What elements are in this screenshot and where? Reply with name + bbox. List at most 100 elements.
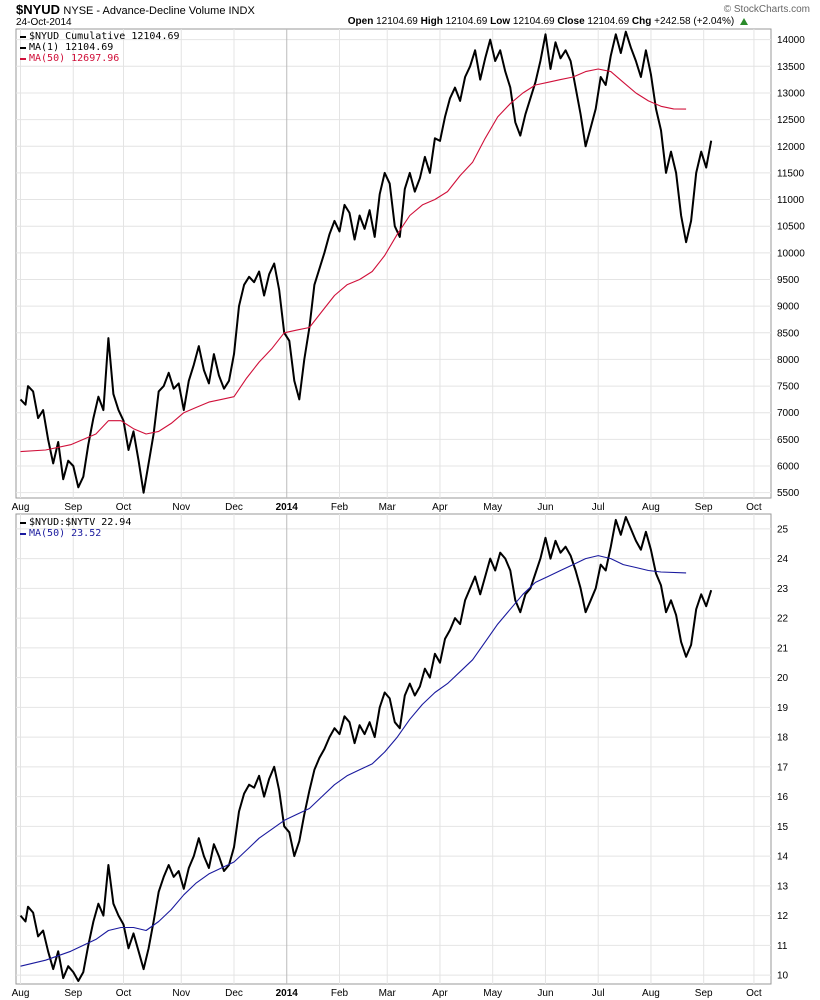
x-tick-label: Aug	[12, 988, 30, 999]
y-tick-label: 9500	[777, 275, 800, 286]
y-tick-label: 19	[777, 703, 789, 714]
chg-value: +242.58 (+2.04%)	[654, 16, 735, 27]
x-tick-label: Feb	[331, 988, 349, 999]
y-tick-label: 6500	[777, 435, 800, 446]
symbol-label: $NYUD	[16, 2, 61, 17]
chart-date: 24-Oct-2014	[16, 17, 72, 28]
x-tick-label: Sep	[695, 502, 713, 513]
y-tick-label: 5500	[777, 488, 800, 499]
legend-swatch	[20, 35, 26, 38]
series-line-price	[19, 516, 713, 982]
close-label: Close	[557, 16, 585, 27]
y-tick-label: 7500	[777, 382, 800, 393]
legend-swatch	[20, 521, 26, 524]
stockcharts-credit: © StockCharts.com	[723, 4, 810, 15]
x-tick-label: Oct	[116, 502, 132, 513]
x-tick-label: Jun	[537, 988, 553, 999]
y-tick-label: 14000	[777, 35, 805, 46]
plot-frame	[15, 513, 772, 985]
x-tick-label: 2014	[276, 988, 299, 999]
x-tick-label: Nov	[172, 502, 190, 513]
y-tick-label: 6000	[777, 462, 800, 473]
y-tick-label: 15	[777, 822, 789, 833]
y-tick-label: 14	[777, 852, 789, 863]
y-tick-label: 10500	[777, 222, 805, 233]
x-tick-label: Oct	[746, 502, 762, 513]
x-tick-label: Mar	[379, 988, 397, 999]
y-tick-label: 16	[777, 792, 789, 803]
chg-label: Chg	[631, 16, 652, 27]
y-tick-label: 12500	[777, 115, 805, 126]
low-label: Low	[490, 16, 511, 27]
y-tick-label: 22	[777, 614, 789, 625]
x-tick-label: May	[483, 502, 502, 513]
legend-label: MA(1) 12104.69	[29, 42, 114, 53]
open-value: 12104.69	[376, 16, 418, 27]
y-tick-label: 10000	[777, 248, 805, 259]
legend-label: $NYUD Cumulative 12104.69	[29, 31, 180, 42]
x-tick-label: Dec	[225, 988, 243, 999]
y-tick-label: 17	[777, 762, 789, 773]
legend-bottom: $NYUD:$NYTV 22.94 MA(50) 23.52	[20, 517, 131, 539]
y-tick-label: 13	[777, 881, 789, 892]
series-line-ma50	[20, 68, 687, 453]
y-tick-label: 8000	[777, 355, 800, 366]
x-tick-label: Jul	[592, 502, 605, 513]
y-tick-label: 25	[777, 524, 789, 535]
x-tick-label: Oct	[746, 988, 762, 999]
legend-label: MA(50) 12697.96	[29, 53, 120, 64]
up-arrow-icon	[740, 17, 748, 25]
x-tick-label: Sep	[64, 988, 82, 999]
legend-swatch	[20, 57, 26, 60]
x-tick-label: Oct	[116, 988, 132, 999]
legend-swatch	[20, 532, 26, 535]
x-tick-label: Mar	[379, 502, 397, 513]
x-tick-label: 2014	[276, 502, 299, 513]
x-tick-label: Feb	[331, 502, 349, 513]
y-tick-label: 9000	[777, 302, 800, 313]
chart-header: $NYUD NYSE - Advance-Decline Volume INDX	[16, 2, 255, 17]
series-line-price	[19, 30, 713, 494]
x-tick-label: Apr	[432, 988, 448, 999]
legend-swatch	[20, 46, 26, 49]
close-value: 12104.69	[587, 16, 630, 27]
x-tick-label: May	[483, 988, 502, 999]
y-tick-label: 24	[777, 554, 789, 565]
x-tick-label: Nov	[172, 988, 190, 999]
x-tick-label: Aug	[642, 502, 660, 513]
low-value: 12104.69	[512, 16, 555, 27]
plot-frame	[15, 28, 772, 499]
legend-top: $NYUD Cumulative 12104.69 MA(1) 12104.69 M…	[20, 31, 180, 64]
x-tick-label: Aug	[642, 988, 660, 999]
y-tick-label: 23	[777, 584, 789, 595]
y-tick-label: 11000	[777, 195, 805, 206]
legend-item: $NYUD Cumulative 12104.69	[20, 31, 180, 42]
quote-summary: Open 12104.69 High 12104.69 Low 12104.69…	[348, 16, 748, 27]
legend-label: $NYUD:$NYTV 22.94	[29, 517, 132, 528]
x-tick-label: Jun	[537, 502, 553, 513]
y-tick-label: 20	[777, 673, 789, 684]
y-tick-label: 11	[777, 941, 788, 952]
y-tick-label: 7000	[777, 408, 800, 419]
series-line-ma50	[20, 555, 687, 967]
high-label: High	[420, 16, 443, 27]
y-tick-label: 8500	[777, 328, 800, 339]
y-tick-label: 21	[777, 643, 789, 654]
y-tick-label: 12000	[777, 142, 805, 153]
legend-item: MA(50) 23.52	[20, 528, 131, 539]
legend-item: $NYUD:$NYTV 22.94	[20, 517, 131, 528]
legend-label: MA(50) 23.52	[29, 528, 102, 539]
y-tick-label: 12	[777, 911, 789, 922]
high-value: 12104.69	[445, 16, 488, 27]
x-tick-label: Dec	[225, 502, 243, 513]
open-label: Open	[347, 16, 374, 27]
y-tick-label: 13000	[777, 88, 805, 99]
symbol-description: NYSE - Advance-Decline Volume INDX	[63, 5, 255, 17]
y-tick-label: 13500	[777, 62, 805, 73]
x-tick-label: Jul	[592, 988, 605, 999]
legend-item: MA(50) 12697.96	[20, 53, 180, 64]
x-tick-label: Aug	[12, 502, 30, 513]
legend-item: MA(1) 12104.69	[20, 42, 180, 53]
y-tick-label: 10	[777, 971, 789, 982]
